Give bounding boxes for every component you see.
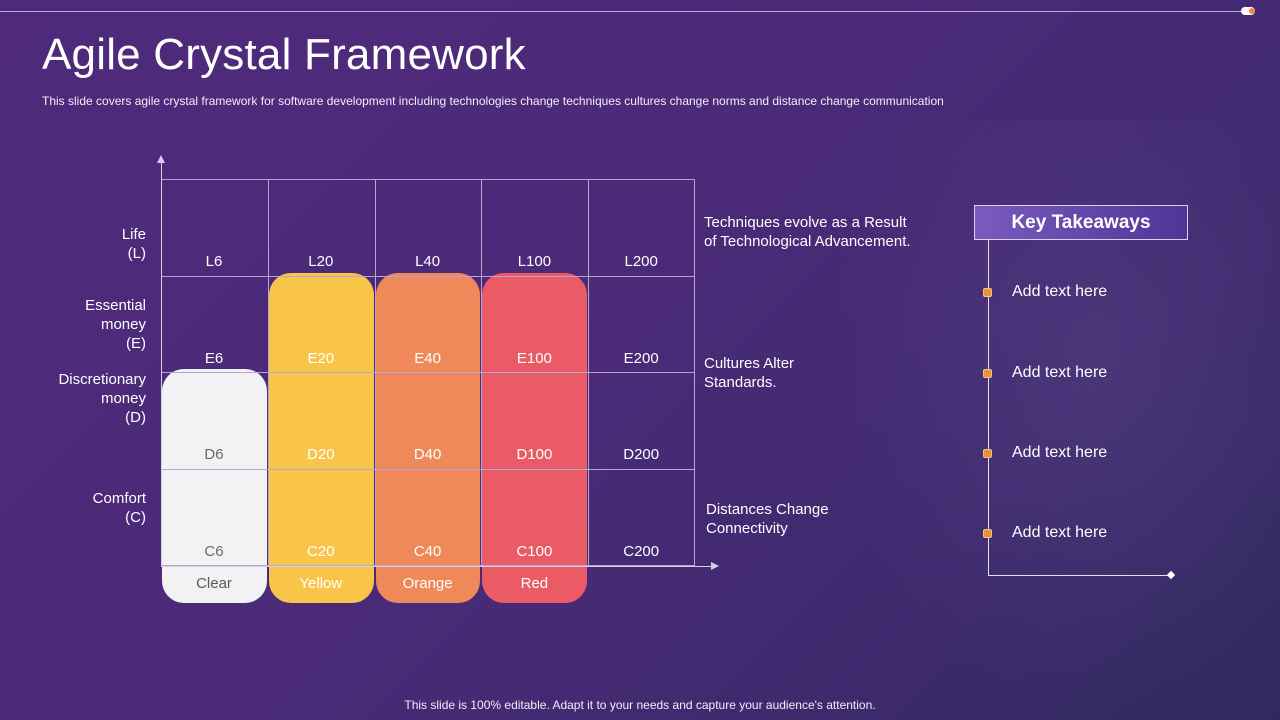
takeaway-bullet-icon (983, 449, 992, 458)
slide-subtitle: This slide covers agile crystal framewor… (42, 94, 944, 108)
grid-line-vertical (588, 179, 590, 565)
band-label-red: Red (520, 575, 549, 592)
grid-line-horizontal (161, 372, 695, 373)
row-label-discretionary: Discretionary money (D) (58, 371, 146, 426)
key-takeaways-heading: Key Takeaways (974, 205, 1188, 240)
matrix-cell-l20: L20 (308, 253, 334, 270)
grid-line-horizontal (161, 275, 695, 277)
matrix-cell-d40: D40 (413, 446, 442, 463)
band-bar-yellow (268, 272, 374, 603)
matrix-cell-e6: E6 (204, 349, 224, 367)
matrix-cell-c100: C100 (516, 542, 553, 560)
takeaways-base-line (988, 575, 1170, 576)
grid-line-horizontal (161, 565, 695, 566)
y-axis (161, 160, 162, 566)
slide-title: Agile Crystal Framework (42, 30, 526, 79)
note-distances: Distances Change Connectivity (706, 501, 829, 537)
takeaway-bullet-icon (983, 369, 992, 378)
matrix-cell-l6: L6 (205, 253, 223, 270)
grid-line-vertical (267, 179, 269, 565)
note-cultures: Cultures Alter Standards. (704, 355, 795, 391)
matrix-cell-l40: L40 (415, 253, 441, 270)
matrix-cell-e20: E20 (307, 349, 335, 367)
matrix-cell-d200: D200 (623, 446, 660, 463)
band-bar-red (482, 272, 588, 603)
band-label-orange: Orange (402, 575, 453, 592)
matrix-cell-c200: C200 (623, 542, 660, 560)
grid-line-horizontal (161, 179, 695, 180)
takeaway-bullet-icon (983, 529, 992, 538)
band-label-clear: Clear (196, 575, 232, 592)
band-bar-clear (162, 369, 267, 603)
row-label-comfort: Comfort (C) (92, 490, 146, 526)
grid-line-vertical (694, 179, 695, 565)
matrix-cell-e200: E200 (623, 349, 659, 367)
grid-line-horizontal (161, 468, 695, 470)
matrix-cell-c20: C20 (307, 542, 335, 560)
crystal-matrix: L6 L20 L40 L100 L200 E6 E20 E40 E100 E200 D6 D20 D40… (161, 179, 695, 603)
top-divider (0, 11, 1250, 12)
matrix-cell-d20: D20 (307, 446, 335, 463)
x-axis-arrow (711, 562, 719, 570)
matrix-cell-l100: L100 (517, 253, 552, 270)
takeaway-text-3: Add text here (1012, 444, 1108, 461)
takeaways-timeline-line (988, 240, 989, 575)
row-label-essential: Essential money (E) (85, 297, 146, 352)
grid-line-vertical (374, 179, 376, 565)
y-axis-arrow (157, 155, 165, 163)
matrix-cell-e100: E100 (516, 349, 552, 367)
matrix-cell-c40: C40 (413, 542, 442, 560)
row-label-life: Life (L) (121, 226, 146, 262)
grid-line-vertical (481, 179, 483, 565)
takeaway-text-4: Add text here (1012, 524, 1108, 541)
slide-footer: This slide is 100% editable. Adapt it to… (404, 698, 876, 712)
matrix-cell-c6: C6 (204, 542, 224, 560)
matrix-cell-l200: L200 (624, 253, 658, 270)
matrix-cell-d100: D100 (516, 446, 553, 463)
x-axis (161, 566, 713, 567)
top-slider-dot (1241, 7, 1255, 15)
band-label-yellow: Yellow (299, 575, 343, 592)
takeaway-text-2: Add text here (1012, 364, 1108, 381)
takeaway-text-1: Add text here (1012, 283, 1108, 300)
note-techniques: Techniques evolve as a Result of Technolo… (704, 214, 911, 250)
band-bar-orange (375, 272, 481, 603)
takeaway-bullet-icon (983, 288, 992, 297)
matrix-cell-d6: D6 (204, 446, 224, 463)
matrix-cell-e40: E40 (414, 349, 441, 367)
